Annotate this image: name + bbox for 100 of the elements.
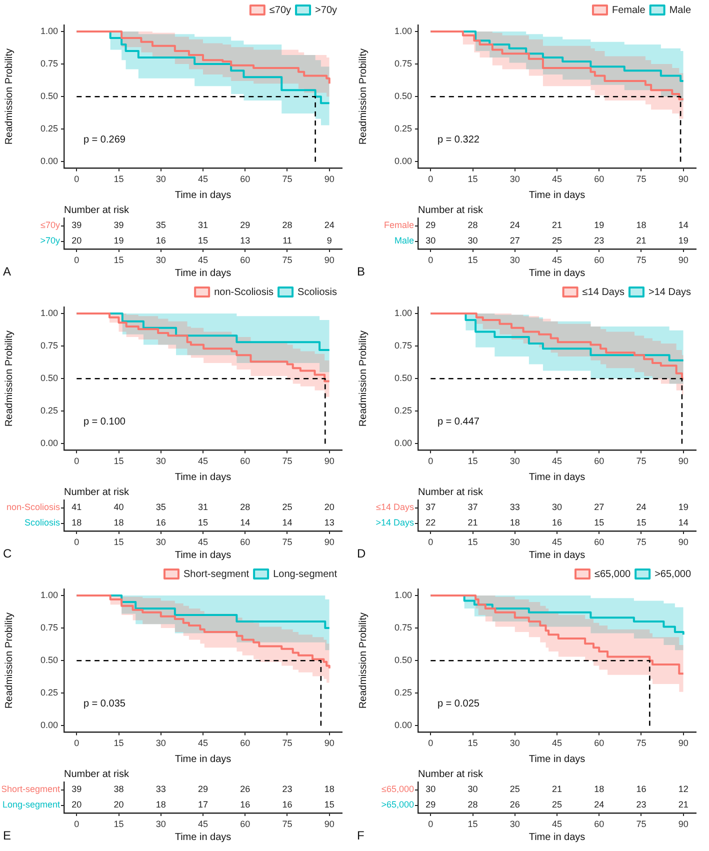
legend-label: ≤14 Days	[582, 286, 624, 298]
data-label: 12	[678, 784, 688, 794]
x-tick-label: 0	[74, 818, 80, 829]
data-label: 21	[552, 220, 562, 230]
x-tick-label: 75	[636, 456, 646, 466]
y-tick-label: 1.00	[394, 590, 412, 600]
x-axis-title: Time in days	[528, 472, 586, 483]
x-tick-label: 0	[74, 254, 80, 265]
x-axis-title: Time in days	[174, 268, 232, 279]
x-tick-label: 15	[114, 174, 124, 184]
data-label: 17	[198, 800, 208, 810]
x-tick-label: 45	[198, 818, 208, 829]
y-axis-title: Readmission Probility	[358, 612, 369, 709]
x-tick-label: 75	[636, 818, 646, 829]
x-axis-title: Time in days	[528, 754, 586, 765]
data-label: 14	[678, 220, 688, 230]
data-label: 14	[282, 518, 292, 528]
x-axis-title: Time in days	[174, 190, 232, 201]
data-label: 25	[282, 502, 292, 512]
y-tick-label: 1.00	[394, 26, 412, 36]
data-label: 16	[552, 518, 562, 528]
legend-label: Short-segment	[183, 568, 250, 580]
x-tick-label: 75	[282, 818, 292, 829]
data-label: 20	[72, 236, 82, 246]
data-label: 15	[198, 518, 208, 528]
y-tick-label: Scoliosis	[24, 518, 60, 528]
text: C	[3, 546, 12, 560]
x-axis-title: Time in days	[174, 832, 232, 843]
x-tick-label: 60	[240, 456, 250, 466]
x-tick-label: 60	[240, 254, 250, 265]
x-tick-label: 60	[240, 738, 250, 748]
x-axis-title: Time in days	[174, 754, 232, 765]
x-tick-label: 60	[594, 536, 604, 547]
data-label: 16	[156, 518, 166, 528]
data-label: 27	[594, 502, 604, 512]
data-label: 16	[240, 800, 250, 810]
y-tick-label: 0.25	[40, 688, 58, 698]
data-label: 37	[468, 502, 478, 512]
x-tick-label: 60	[594, 818, 604, 829]
x-tick-label: 15	[468, 818, 478, 829]
legend-label: Long-segment	[273, 568, 338, 580]
x-tick-label: 0	[428, 738, 434, 748]
x-tick-label: 75	[282, 536, 292, 547]
data-label: 16	[636, 784, 646, 794]
x-tick-label: 0	[428, 456, 434, 466]
data-label: 39	[72, 220, 82, 230]
data-label: 20	[114, 800, 124, 810]
y-tick-label: 0.75	[394, 58, 412, 69]
data-label: 14	[678, 518, 688, 528]
data-label: 24	[636, 502, 646, 512]
y-tick-label: 0.75	[40, 622, 58, 633]
data-label: 29	[240, 220, 250, 230]
text: E	[3, 828, 12, 842]
annotation: p = 0.100	[83, 416, 126, 428]
y-tick-label: 1.00	[40, 590, 58, 600]
x-tick-label: 15	[114, 818, 124, 829]
x-tick-label: 0	[428, 174, 434, 184]
x-axis-title: Time in days	[528, 832, 586, 843]
data-label: 19	[678, 502, 688, 512]
data-label: 27	[510, 236, 520, 246]
legend-label: non-Scoliosis	[214, 286, 274, 298]
data-label: 13	[240, 236, 250, 246]
data-label: 26	[240, 784, 250, 794]
data-label: 30	[426, 784, 436, 794]
x-axis-title: Time in days	[174, 472, 232, 483]
data-label: 30	[468, 784, 478, 794]
x-tick-label: 30	[510, 536, 520, 547]
x-tick-label: 30	[510, 174, 520, 184]
legend-label: ≤70y	[269, 4, 292, 16]
annotation: p = 0.035	[83, 698, 126, 710]
y-tick-label: 0.50	[394, 373, 412, 384]
data-label: 18	[114, 518, 124, 528]
x-tick-label: 45	[552, 174, 562, 184]
x-tick-label: 60	[240, 818, 250, 829]
x-tick-label: 75	[282, 456, 292, 466]
x-tick-label: 60	[240, 174, 250, 184]
data-label: 15	[324, 800, 334, 810]
x-tick-label: 0	[428, 536, 434, 547]
data-label: 24	[594, 800, 604, 810]
x-tick-label: 60	[240, 536, 250, 547]
data-label: 21	[468, 518, 478, 528]
data-label: 16	[156, 236, 166, 246]
y-tick-label: 0.50	[394, 655, 412, 666]
data-label: 25	[552, 236, 562, 246]
x-tick-label: 90	[678, 174, 688, 184]
x-tick-label: 45	[552, 254, 562, 265]
y-tick-label: 0.00	[394, 438, 412, 448]
x-tick-label: 90	[324, 536, 334, 547]
data-label: 39	[114, 220, 124, 230]
y-tick-label: 0.25	[394, 124, 412, 134]
data-label: 30	[468, 236, 478, 246]
data-label: 28	[282, 220, 292, 230]
legend-label: >70y	[315, 4, 338, 16]
x-tick-label: 45	[198, 738, 208, 748]
data-label: 20	[324, 502, 334, 512]
x-tick-label: 45	[198, 456, 208, 466]
data-label: 18	[594, 784, 604, 794]
y-tick-label: 0.00	[40, 720, 58, 730]
data-label: 15	[636, 518, 646, 528]
data-label: 16	[282, 800, 292, 810]
